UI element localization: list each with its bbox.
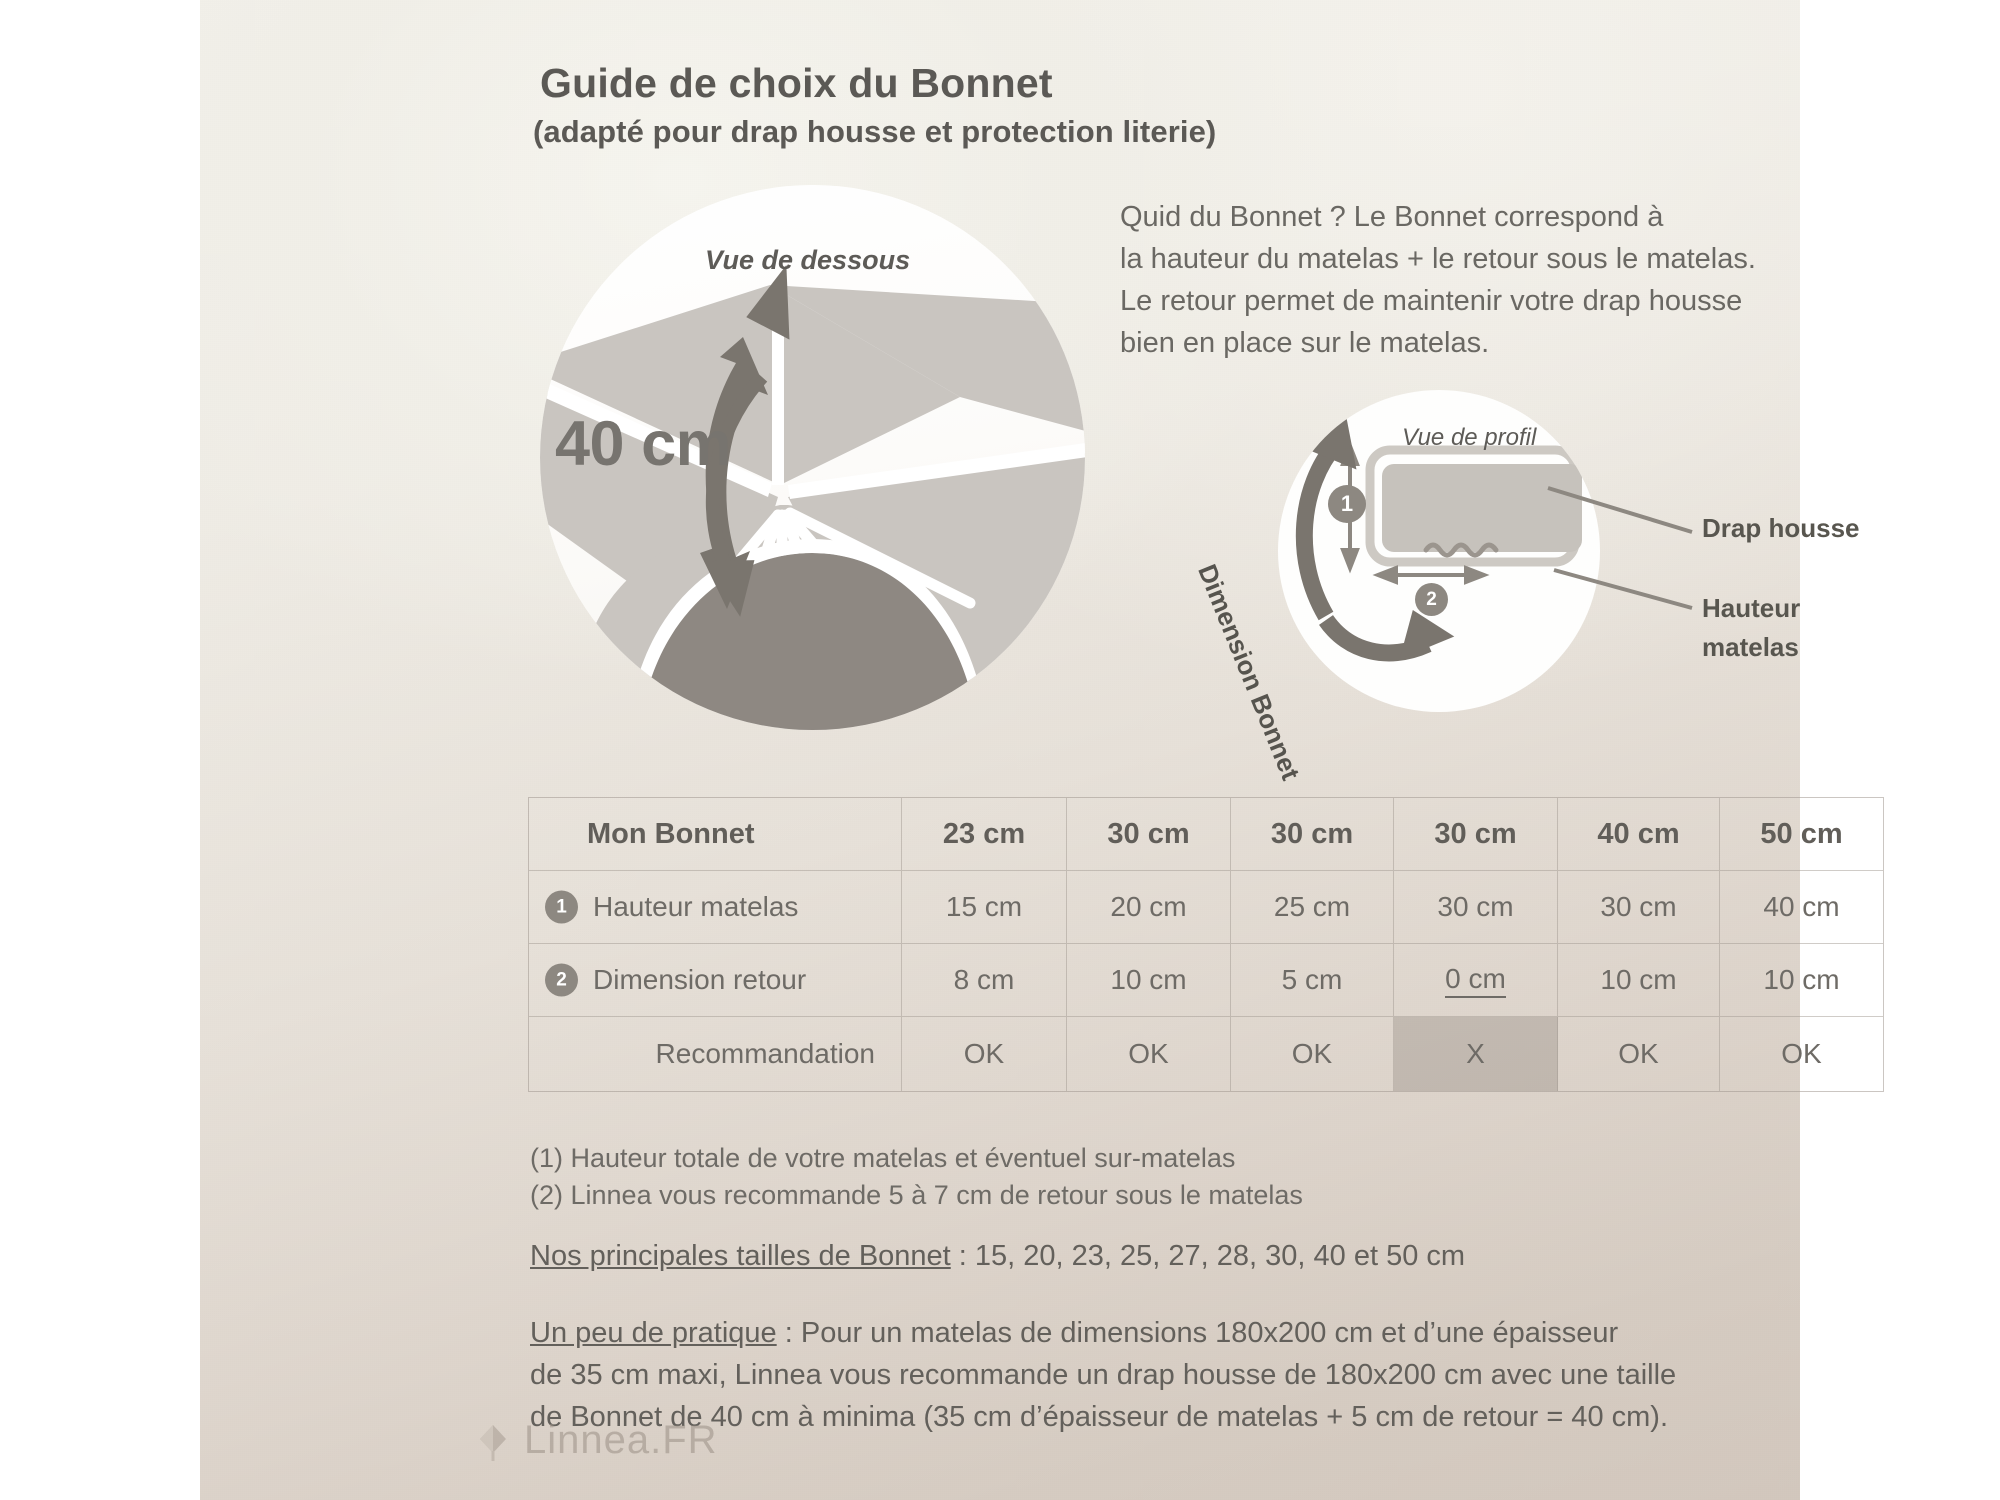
footnotes-block: (1) Hauteur totale de votre matelas et é… (530, 1143, 1303, 1210)
cell-text: Mon Bonnet (587, 817, 755, 850)
cell-text: 0 cm (1445, 963, 1506, 998)
label-drap-housse: Drap housse (1702, 513, 1860, 543)
badge-2: 2 (545, 963, 578, 997)
cell-text: 30 cm (1270, 817, 1354, 850)
cell-text: OK (1618, 1038, 1659, 1069)
linnea-diamond-icon (480, 1424, 506, 1461)
page-title: Guide de choix du Bonnet (540, 60, 1053, 106)
badge-2: 2 (1415, 583, 1448, 616)
table-row-header: 1 Hauteur matelas (529, 871, 902, 944)
bottom-view-illustration (540, 264, 1085, 730)
table-cell: 30 cm (1394, 871, 1558, 944)
table-cell: 40 cm (1558, 798, 1720, 871)
table-cell: 15 cm (902, 871, 1067, 944)
cell-text: 25 cm (1273, 891, 1351, 922)
bottom-view-diagram (540, 185, 1085, 730)
cell-text: 30 cm (1600, 891, 1677, 922)
table-cell-not-recommended: X (1394, 1017, 1558, 1091)
table-cell: 8 cm (902, 944, 1067, 1017)
callout-leader-lines (1547, 486, 1693, 610)
cell-text: Dimension retour (593, 964, 807, 995)
table-cell: 10 cm (1067, 944, 1231, 1017)
table-cell: 20 cm (1067, 871, 1231, 944)
sizes-rest: : 15, 20, 23, 25, 27, 28, 30, 40 et 50 c… (950, 1240, 1466, 1272)
cell-text: Hauteur matelas (593, 891, 799, 922)
cell-text: 40 cm (1763, 891, 1840, 922)
table-cell: 23 cm (902, 798, 1067, 871)
profile-view-diagram: 1 2 (1278, 390, 1600, 712)
cell-text: 50 cm (1760, 817, 1843, 850)
table-cell: 30 cm (1558, 871, 1720, 944)
cell-text: 10 cm (1110, 964, 1187, 995)
cell-text: 10 cm (1763, 964, 1840, 995)
badge-1: 1 (1328, 485, 1366, 523)
cell-text: 15 cm (945, 891, 1023, 922)
sizes-line: Nos principales tailles de Bonnet : 15, … (530, 1240, 1465, 1273)
cell-text: OK (1781, 1038, 1822, 1069)
linnea-logo-text: Linnea.FR (524, 1418, 718, 1462)
table-cell: 50 cm (1720, 798, 1883, 871)
practice-block: Un peu de pratique : Pour un matelas de … (530, 1312, 1830, 1438)
sizes-lead: Nos principales tailles de Bonnet (530, 1240, 951, 1272)
table-cell: OK (902, 1017, 1067, 1091)
badge-1: 1 (545, 890, 578, 924)
practice-rest: : Pour un matelas de dimensions 180x200 … (530, 1317, 1677, 1433)
table-row-header: Mon Bonnet (529, 798, 902, 871)
table-cell: OK (1720, 1017, 1883, 1091)
label-hauteur-matelas: Hauteur matelas (1702, 593, 1801, 662)
guide-card: Vue de dessous 40 cm (200, 0, 1884, 1500)
table-cell: 25 cm (1231, 871, 1394, 944)
cell-text: 23 cm (942, 817, 1026, 850)
table-row-header: 2 Dimension retour (529, 944, 902, 1017)
table-cell: 0 cm (1394, 944, 1558, 1017)
cell-text: 30 cm (1107, 817, 1190, 850)
bonnet-table: Mon Bonnet 23 cm 30 cm 30 cm 30 cm 40 cm… (528, 797, 1884, 1092)
table-cell: 10 cm (1720, 944, 1883, 1017)
cell-text: 30 cm (1437, 891, 1514, 922)
profile-view-caption: Vue de profil (1402, 424, 1537, 451)
cell-text: 40 cm (1597, 817, 1680, 850)
bottom-view-caption: Vue de dessous (705, 245, 911, 275)
cell-text: 5 cm (1281, 964, 1343, 995)
cell-text: 10 cm (1600, 964, 1677, 995)
cell-text: OK (1291, 1038, 1333, 1069)
table-cell: 30 cm (1394, 798, 1558, 871)
profile-view-illustration (1295, 408, 1582, 662)
intro-paragraph: Quid du Bonnet ? Le Bonnet correspond à … (1120, 201, 1756, 359)
table-cell: OK (1231, 1017, 1394, 1091)
table-cell: OK (1558, 1017, 1720, 1091)
cell-text: X (1466, 1038, 1485, 1069)
table-cell: 10 cm (1558, 944, 1720, 1017)
page-subtitle: (adapté pour drap housse et protection l… (533, 114, 1217, 149)
cell-text: Recommandation (655, 1038, 875, 1069)
table-cell: 5 cm (1231, 944, 1394, 1017)
bonnet-value-label: 40 cm (555, 409, 732, 479)
linnea-logo: Linnea.FR (475, 1418, 718, 1463)
cell-text: 20 cm (1110, 891, 1187, 922)
cell-text: OK (963, 1038, 1005, 1069)
table-cell: OK (1067, 1017, 1231, 1091)
table-cell: 30 cm (1067, 798, 1231, 871)
table-cell: 30 cm (1231, 798, 1394, 871)
practice-lead: Un peu de pratique (530, 1317, 777, 1349)
table-row-header: Recommandation (529, 1017, 902, 1091)
table-cell: 40 cm (1720, 871, 1883, 944)
cell-text: 8 cm (953, 964, 1015, 995)
cell-text: 30 cm (1434, 817, 1517, 850)
cell-text: OK (1128, 1038, 1169, 1069)
